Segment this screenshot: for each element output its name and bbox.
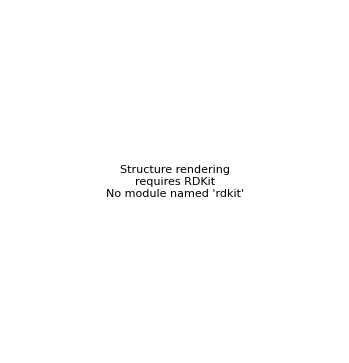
Text: Structure rendering
requires RDKit
No module named 'rdkit': Structure rendering requires RDKit No mo… xyxy=(106,166,244,199)
